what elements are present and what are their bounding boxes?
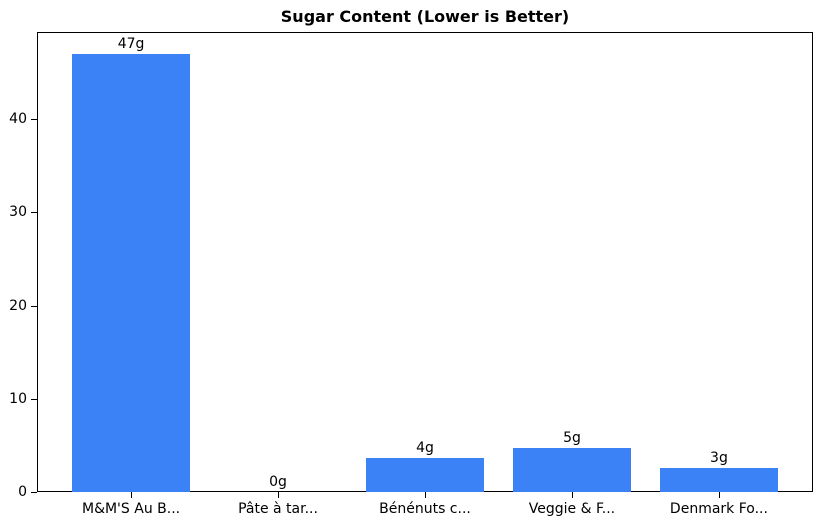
x-tick-mark (425, 492, 426, 498)
x-tick-mark (278, 492, 280, 498)
bar-value-label: 5g (563, 430, 581, 447)
x-tick-mark (131, 492, 133, 498)
x-tick-label: Bénénuts c... (379, 501, 471, 517)
y-tick-label: 20 (9, 297, 27, 314)
x-tick-label: M&M'S Au B... (81, 501, 181, 517)
y-tick-label: 30 (9, 204, 27, 221)
x-tick-label: Pâte à tar... (238, 501, 318, 517)
y-tick-label: 10 (9, 390, 27, 407)
bar (72, 53, 190, 492)
x-tick-label: Veggie & F... (528, 501, 616, 517)
bar-value-label: 47g (117, 35, 145, 52)
y-tick-mark (31, 398, 37, 400)
bar (513, 448, 631, 492)
bar (366, 458, 484, 492)
bar-value-label: 3g (710, 449, 728, 466)
x-tick-mark (571, 492, 573, 498)
bar-value-label: 0g (269, 474, 287, 490)
bar (660, 467, 778, 492)
y-tick-mark (31, 212, 37, 214)
x-tick-label: Denmark Fo... (669, 501, 768, 517)
y-tick-mark (31, 119, 37, 121)
bar-value-label: 4g (416, 440, 434, 457)
y-tick-mark (31, 492, 37, 493)
y-tick-label: 0 (18, 484, 27, 500)
chart-title: Sugar Content (Lower is Better) (280, 7, 570, 26)
y-tick-mark (31, 305, 37, 307)
x-tick-mark (718, 492, 720, 498)
y-tick-label: 40 (9, 111, 27, 128)
